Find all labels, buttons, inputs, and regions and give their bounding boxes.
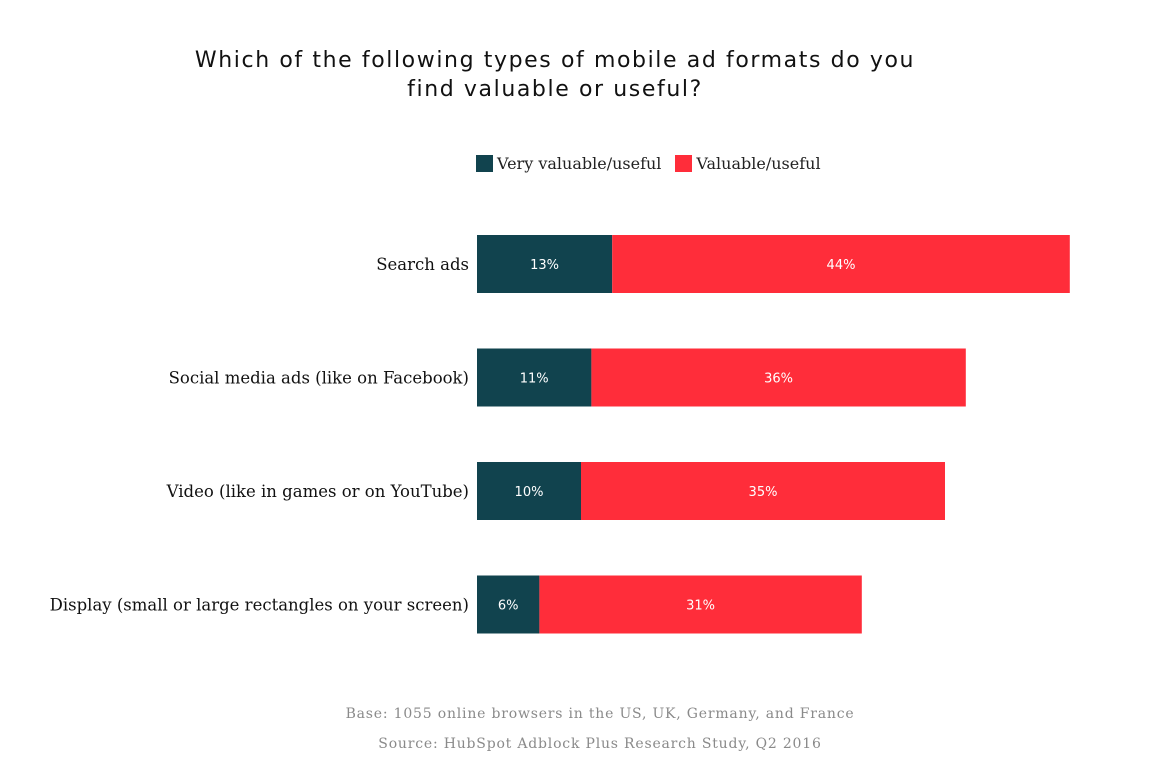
bar-value-label: 11% (520, 372, 549, 387)
bar-value-label: 36% (764, 372, 793, 387)
category-label: Video (like in games or on YouTube) (166, 482, 469, 501)
bar-value-label: 13% (530, 258, 559, 273)
footnote-base: Base: 1055 online browsers in the US, UK… (345, 706, 855, 722)
category-label: Social media ads (like on Facebook) (169, 369, 469, 388)
category-label: Display (small or large rectangles on yo… (50, 596, 469, 615)
bar-value-label: 10% (515, 485, 544, 500)
bar-valuable (591, 348, 966, 407)
chart-legend: Very valuable/useful Valuable/useful (476, 152, 835, 174)
bar-very-valuable (477, 575, 540, 634)
legend-label-very-valuable: Very valuable/useful (497, 153, 662, 173)
bar-very-valuable (477, 348, 592, 407)
bar-very-valuable (477, 235, 613, 293)
legend-swatch-very-valuable (476, 154, 493, 172)
legend-item-valuable: Valuable/useful (675, 153, 821, 173)
bar-valuable (581, 462, 945, 520)
legend-item-very-valuable: Very valuable/useful (476, 154, 661, 173)
bar-valuable (612, 235, 1070, 293)
bar-value-label: 44% (827, 258, 856, 273)
chart-title-line-2: find valuable or useful? (407, 77, 703, 102)
legend-label-valuable: Valuable/useful (696, 153, 821, 173)
chart-title: Which of the following types of mobile a… (0, 46, 1110, 104)
bar-valuable (539, 575, 862, 634)
bar-value-label: 35% (749, 485, 778, 500)
chart-title-line-1: Which of the following types of mobile a… (194, 48, 916, 73)
bar-very-valuable (477, 462, 581, 520)
bar-value-label: 31% (686, 599, 715, 614)
legend-swatch-valuable (675, 154, 693, 172)
bar-value-label: 6% (498, 599, 519, 614)
category-label: Search ads (376, 255, 469, 274)
footnote-source: Source: HubSpot Adblock Plus Research St… (378, 736, 822, 752)
